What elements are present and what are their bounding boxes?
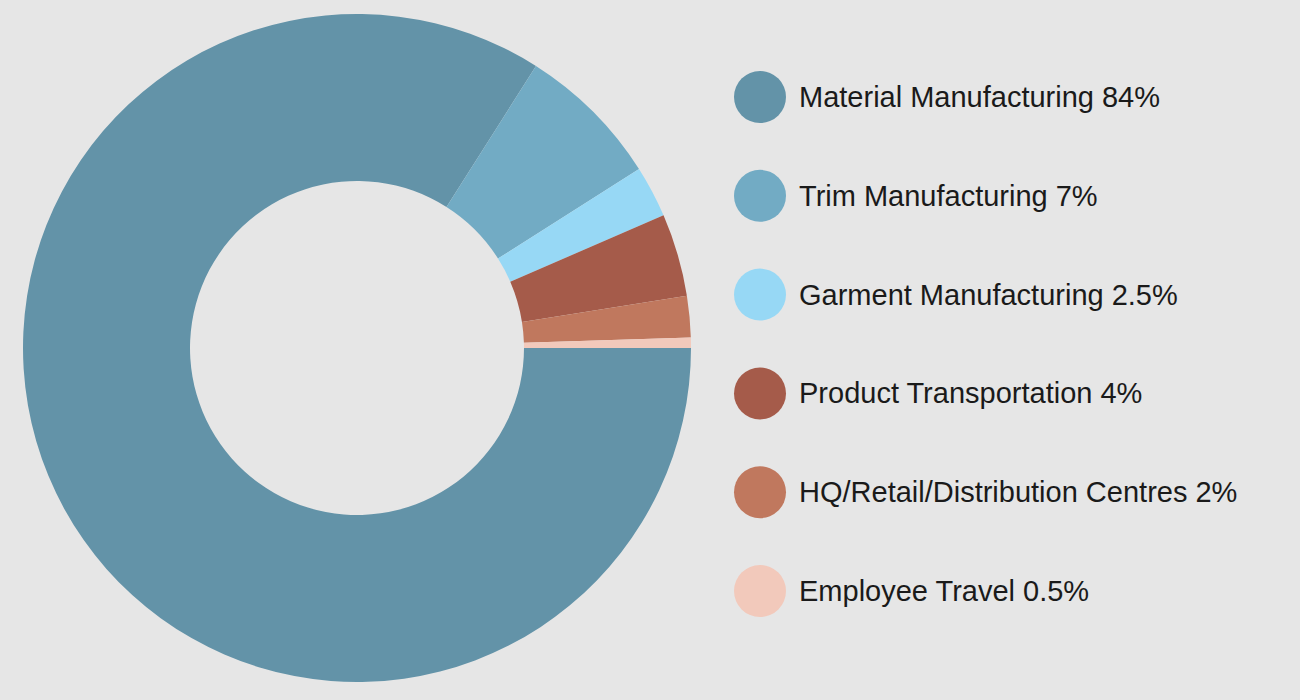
- legend-value: 84%: [1102, 81, 1160, 113]
- legend-swatch: [734, 269, 786, 321]
- legend-category: Product Transportation: [799, 377, 1092, 409]
- legend-category: HQ/Retail/Distribution Centres: [799, 476, 1187, 508]
- legend-label: Material Manufacturing84%: [799, 81, 1160, 113]
- donut-slice: [524, 338, 691, 348]
- legend-label: Trim Manufacturing7%: [799, 180, 1098, 212]
- legend-swatch: [734, 565, 786, 617]
- legend-category: Material Manufacturing: [799, 81, 1094, 113]
- legend-label: HQ/Retail/Distribution Centres2%: [799, 476, 1237, 508]
- donut-slice: [522, 296, 691, 343]
- legend-label: Employee Travel0.5%: [799, 575, 1089, 607]
- background: [0, 0, 1300, 700]
- legend-label: Product Transportation4%: [799, 377, 1142, 409]
- slices: [23, 14, 691, 682]
- legend-swatch: [734, 466, 786, 518]
- legend-value: 7%: [1056, 180, 1098, 212]
- legend-category: Employee Travel: [799, 575, 1015, 607]
- legend-value: 4%: [1100, 377, 1142, 409]
- legend-swatch: [734, 367, 786, 419]
- legend-swatch: [734, 170, 786, 222]
- donut-slice: [23, 14, 691, 682]
- chart-container: Material Manufacturing84% Trim Manufactur…: [0, 0, 1300, 700]
- legend-category: Trim Manufacturing: [799, 180, 1048, 212]
- legend-swatch: [734, 71, 786, 123]
- legend-value: 0.5%: [1023, 575, 1089, 607]
- legend-value: 2%: [1195, 476, 1237, 508]
- chart-svg: Material Manufacturing84% Trim Manufactur…: [0, 0, 1300, 700]
- legend-label: Garment Manufacturing2.5%: [799, 279, 1178, 311]
- legend-value: 2.5%: [1112, 279, 1178, 311]
- legend-category: Garment Manufacturing: [799, 279, 1104, 311]
- legend: Material Manufacturing84% Trim Manufactur…: [734, 71, 1237, 617]
